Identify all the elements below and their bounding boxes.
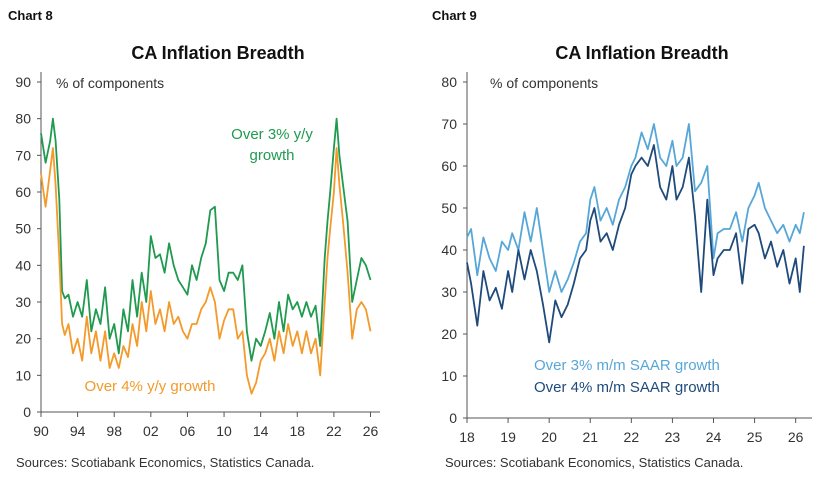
x-tick-label: 23 [665, 429, 681, 445]
x-tick-label: 10 [216, 423, 232, 439]
y-tick-label: 30 [441, 284, 457, 300]
series-label: growth [249, 147, 294, 164]
y-tick-label: 30 [15, 294, 31, 310]
chart-title: CA Inflation Breadth [131, 43, 305, 63]
y-axis-label: % of components [56, 75, 164, 91]
x-tick-label: 19 [500, 429, 516, 445]
chart-9-plot: 0 10 20 30 40 50 60 70 80 18 19 20 21 22 23 24 25 26 % of … [441, 72, 812, 445]
y-tick-label: 60 [15, 184, 31, 200]
y-tick-label: 60 [441, 158, 457, 174]
x-tick-label: 24 [706, 429, 722, 445]
chart-9-panel: Chart 9 CA Inflation Breadth 0 10 20 30 40 50… [414, 0, 828, 483]
y-tick-label: 40 [15, 257, 31, 273]
x-tick-label: 26 [363, 423, 379, 439]
y-tick-label: 40 [441, 242, 457, 258]
x-tick-label: 02 [143, 423, 159, 439]
x-tick-label: 20 [541, 429, 557, 445]
series-label: Over 4% m/m SAAR growth [534, 379, 720, 396]
series-label: Over 3% y/y [231, 126, 313, 143]
series-line-1 [40, 117, 372, 362]
y-tick-label: 70 [441, 116, 457, 132]
x-tick-label: 18 [459, 429, 475, 445]
series-line-1 [466, 123, 805, 293]
x-tick-label: 18 [289, 423, 305, 439]
y-tick-label: 70 [15, 147, 31, 163]
x-tick-label: 14 [253, 423, 269, 439]
x-tick-label: 22 [326, 423, 342, 439]
y-tick-label: 0 [23, 404, 31, 420]
x-tick-label: 90 [33, 423, 49, 439]
x-tick-label: 26 [788, 429, 804, 445]
chart-number-label: Chart 8 [8, 8, 53, 23]
x-tick-label: 94 [70, 423, 86, 439]
x-tick-label: 21 [582, 429, 598, 445]
y-tick-label: 10 [441, 368, 457, 384]
y-axis-label: % of components [490, 75, 598, 91]
y-tick-label: 50 [15, 221, 31, 237]
chart-number-label: Chart 9 [432, 8, 477, 23]
y-tick-label: 10 [15, 367, 31, 383]
y-tick-label: 80 [441, 74, 457, 90]
chart-8-panel: Chart 8 CA Inflation Breadth 0 10 20 30 40 50… [8, 8, 380, 470]
y-tick-label: 50 [441, 200, 457, 216]
chart-8-plot: 0 10 20 30 40 50 60 70 80 90 90 94 98 02 06 10 14 18 22 26%… [15, 72, 380, 439]
y-tick-label: 20 [15, 331, 31, 347]
chart-title: CA Inflation Breadth [555, 43, 729, 63]
series-line-2 [40, 147, 372, 395]
source-note: Sources: Scotiabank Economics, Statistic… [445, 455, 744, 470]
series-label: Over 3% m/m SAAR growth [534, 357, 720, 374]
series-line-2 [466, 144, 805, 344]
x-tick-label: 98 [106, 423, 122, 439]
y-tick-label: 90 [15, 74, 31, 90]
x-tick-label: 06 [180, 423, 196, 439]
series-label: Over 4% y/y growth [85, 378, 216, 395]
y-tick-label: 0 [449, 410, 457, 426]
x-tick-label: 25 [747, 429, 763, 445]
y-tick-label: 80 [15, 111, 31, 127]
x-tick-label: 22 [624, 429, 640, 445]
source-note: Sources: Scotiabank Economics, Statistic… [16, 455, 315, 470]
y-tick-label: 20 [441, 326, 457, 342]
